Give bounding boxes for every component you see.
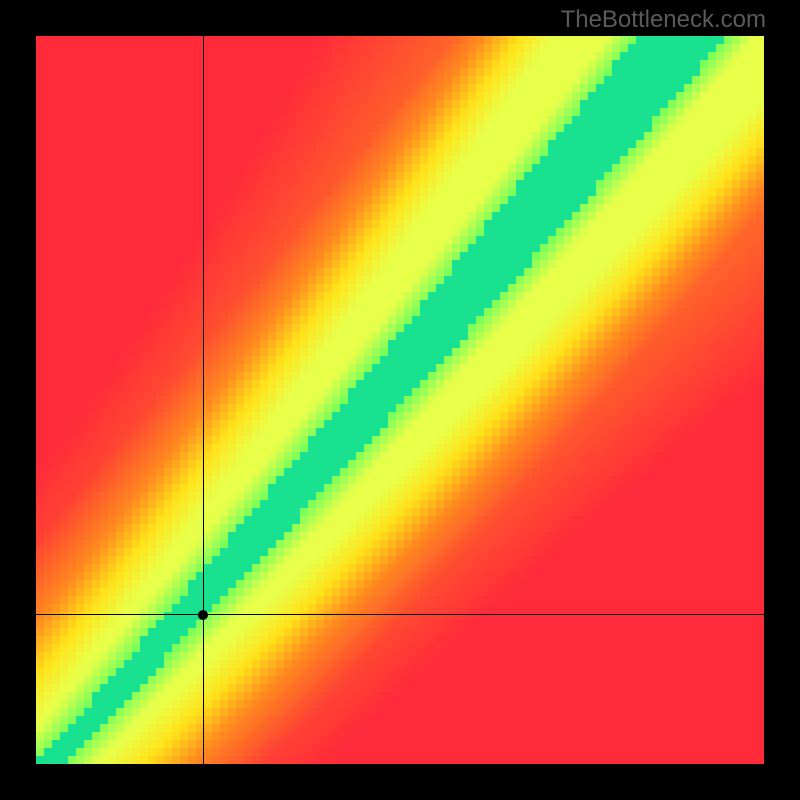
heatmap-canvas <box>36 36 764 764</box>
crosshair-horizontal <box>36 614 764 615</box>
crosshair-vertical <box>203 36 204 764</box>
chart-stage: TheBottleneck.com <box>0 0 800 800</box>
watermark-text: TheBottleneck.com <box>561 6 766 34</box>
